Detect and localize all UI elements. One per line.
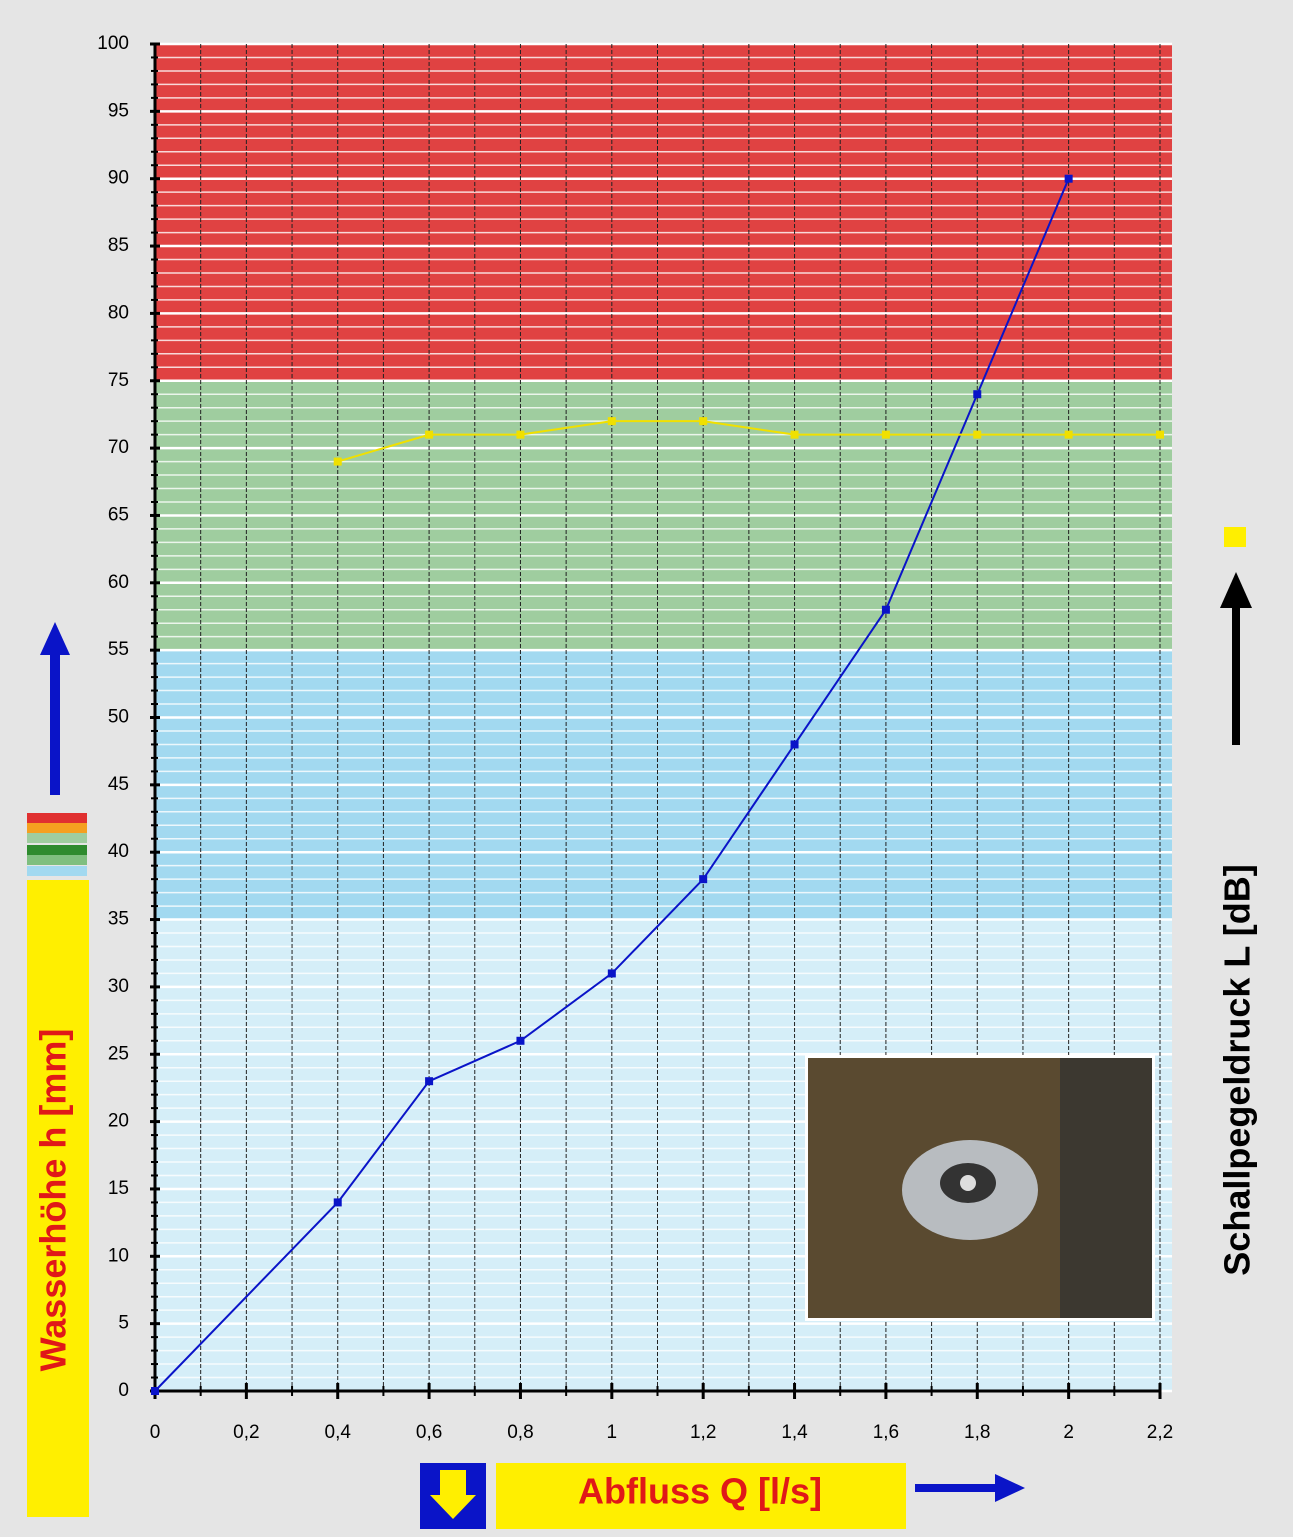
y-tick-label: 75: [108, 370, 129, 391]
x-tick-label: 0,8: [507, 1422, 533, 1443]
x-tick-label: 2: [1063, 1422, 1074, 1443]
data-point: [425, 431, 433, 439]
x-tick-label: 2,2: [1147, 1422, 1173, 1443]
y-tick-label: 55: [108, 639, 129, 660]
x-tick-label: 1,8: [964, 1422, 990, 1443]
y-tick-label: 45: [108, 774, 129, 795]
right-decor: [1220, 527, 1252, 745]
y-tick-label: 90: [108, 168, 129, 189]
y-tick-label: 85: [108, 235, 129, 256]
y-tick-label: 40: [108, 841, 129, 862]
x-axis-label: Abfluss Q [l/s]: [578, 1471, 822, 1512]
data-point: [1065, 175, 1073, 183]
x-tick-label: 0: [150, 1422, 161, 1443]
y-tick-label: 0: [118, 1380, 129, 1401]
y-tick-label: 65: [108, 504, 129, 525]
zone: [155, 44, 1172, 381]
x-tick-label: 0,4: [325, 1422, 352, 1443]
x-tick-label: 1,4: [781, 1422, 808, 1443]
data-point: [608, 969, 616, 977]
x-tick-label: 0,2: [233, 1422, 259, 1443]
y-tick-label: 70: [108, 437, 129, 458]
data-point: [334, 458, 342, 466]
y-tick-label: 60: [108, 572, 129, 593]
data-point: [699, 417, 707, 425]
y-tick-label: 25: [108, 1043, 129, 1064]
page: {"chart_data":{"type":"line", "x_label":…: [0, 0, 1293, 1537]
data-point: [334, 1198, 342, 1206]
data-point: [791, 431, 799, 439]
data-point: [516, 431, 524, 439]
x-tick-label: 1: [607, 1422, 618, 1443]
y-tick-label: 30: [108, 976, 129, 997]
chart: 0510152025303540455055606570758085909510…: [0, 0, 1293, 1537]
y-tick-label: 10: [108, 1245, 129, 1266]
x-tick-label: 1,2: [690, 1422, 716, 1443]
x-tick-label: 1,6: [873, 1422, 899, 1443]
y-axis-label: Wasserhöhe h [mm]: [33, 1029, 74, 1372]
data-point: [1065, 431, 1073, 439]
data-point: [973, 390, 981, 398]
y-tick-label: 95: [108, 100, 129, 121]
y-tick-label: 20: [108, 1111, 129, 1132]
data-point: [1156, 431, 1164, 439]
data-point: [151, 1387, 159, 1395]
data-point: [608, 417, 616, 425]
data-point: [973, 431, 981, 439]
y-tick-label: 100: [97, 33, 129, 54]
inset-photo: [805, 1055, 1155, 1321]
data-point: [791, 740, 799, 748]
y-tick-label: 35: [108, 909, 129, 930]
data-point: [425, 1077, 433, 1085]
data-point: [699, 875, 707, 883]
data-point: [516, 1037, 524, 1045]
y-tick-label: 80: [108, 302, 129, 323]
y-tick-label: 15: [108, 1178, 129, 1199]
y2-axis-label: Schallpegeldruck L [dB]: [1217, 864, 1258, 1275]
data-point: [882, 606, 890, 614]
data-point: [882, 431, 890, 439]
x-tick-label: 0,6: [416, 1422, 442, 1443]
y-tick-label: 50: [108, 707, 129, 728]
y-tick-label: 5: [118, 1313, 129, 1334]
